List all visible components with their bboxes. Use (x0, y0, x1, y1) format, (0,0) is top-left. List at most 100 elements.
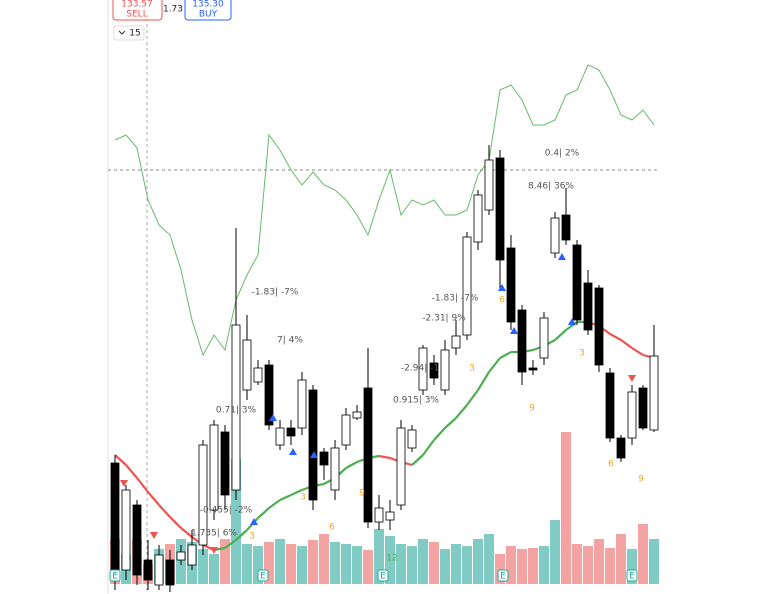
candle-body (572, 244, 582, 321)
candle-body (484, 159, 494, 211)
volume-bar (418, 539, 428, 584)
candle-body (143, 559, 153, 581)
ma-segment (554, 329, 567, 341)
volume-bar (605, 548, 615, 584)
volume-bar (451, 544, 461, 584)
indicator-line (114, 64, 655, 357)
candle-body (242, 339, 252, 391)
annotation: -2.94| -1 (401, 364, 439, 374)
volume-bar (440, 549, 450, 584)
candle-body (198, 444, 208, 546)
volume-bar (231, 459, 241, 584)
buy-label[interactable]: BUY (199, 10, 218, 20)
spread: 1.73 (163, 5, 183, 15)
sell-price[interactable]: 133.57 (121, 0, 153, 10)
ma-segment (631, 347, 644, 356)
candle-body (517, 309, 527, 373)
candle-body (132, 504, 142, 576)
ma-segment (125, 464, 138, 479)
candle-body (506, 247, 516, 323)
sell-button[interactable]: 133.57 SELL (112, 0, 163, 21)
ma-segment (477, 371, 490, 391)
ma-segment (422, 439, 435, 456)
ma-segment (378, 454, 391, 460)
earnings-badge (257, 569, 269, 582)
annotation: -1.83| -7% (252, 288, 299, 298)
earnings-badge (497, 569, 509, 582)
volume-bar (638, 524, 648, 584)
earnings-label: E (629, 572, 635, 582)
candle-body (330, 447, 340, 491)
earnings-label: E (380, 572, 386, 582)
buy-price[interactable]: 135.30 (192, 0, 224, 10)
volume-bar (649, 539, 659, 584)
volume-bar (627, 549, 637, 584)
buy-signal (568, 318, 576, 325)
count-label: 3 (300, 493, 306, 503)
volume-bar (286, 544, 296, 584)
ma-segment (136, 477, 149, 493)
candle-body (605, 372, 615, 439)
earnings-label: E (500, 572, 506, 582)
volume-bar (495, 554, 505, 584)
buy-button[interactable]: 135.30 BUY (184, 0, 232, 21)
candle-body (319, 451, 329, 466)
volume-bar (616, 534, 626, 584)
volume-bar (429, 542, 439, 584)
volume-bar (253, 546, 263, 584)
volume-bar (264, 542, 274, 584)
buy-signal (510, 327, 518, 334)
interval-dropdown[interactable]: 15 (113, 25, 145, 41)
candle-body (407, 429, 417, 449)
ma-segment (499, 351, 512, 359)
count-label: 9 (529, 404, 535, 414)
candle-body (528, 367, 538, 371)
annotation: 0.915| 3% (393, 396, 439, 406)
annotation: -2.31| 9% (422, 314, 466, 324)
ma-segment (609, 333, 622, 341)
candle-body (121, 489, 131, 571)
earnings-label: E (112, 572, 118, 582)
volume-bar (484, 534, 494, 584)
ma-segment (290, 488, 303, 497)
count-label: 9 (638, 475, 644, 485)
annotation: 8.46| 36% (528, 182, 574, 192)
count-label: 6 (499, 296, 505, 306)
ma-segment (257, 507, 270, 519)
candle-body (187, 544, 197, 566)
annotation: 7| 4% (277, 336, 303, 346)
candle-body (374, 507, 384, 523)
candle-body (539, 317, 549, 359)
annotation: 0.4| 2% (545, 149, 580, 159)
interval[interactable]: 15 (129, 29, 140, 39)
ma-segment (411, 454, 424, 466)
volume-bar (330, 542, 340, 584)
candle-body (385, 511, 395, 521)
volume-bar (297, 546, 307, 584)
buy-signal (289, 448, 297, 455)
ma-segment (180, 527, 193, 538)
volume-bar (539, 546, 549, 584)
sell-label[interactable]: SELL (126, 10, 147, 20)
volume-bar (528, 548, 538, 584)
candle-body (264, 364, 274, 426)
ma-segment (466, 389, 479, 406)
candle-body (363, 387, 373, 523)
candle-body (110, 462, 120, 581)
candle-body (627, 391, 637, 439)
candle-body (583, 282, 593, 331)
count-label: 6 (608, 460, 614, 470)
ma-segment (114, 454, 127, 466)
volume-bar (407, 546, 417, 584)
sell-signal (150, 532, 158, 539)
volume-bar (462, 546, 472, 584)
volume-bar (506, 546, 516, 584)
volume-bar (550, 520, 560, 584)
candle-body (649, 355, 659, 431)
candle-body (253, 367, 263, 383)
buy-signal (269, 414, 277, 421)
volume-bar (209, 554, 219, 584)
ma-segment (345, 461, 358, 469)
candle-body (451, 335, 461, 349)
